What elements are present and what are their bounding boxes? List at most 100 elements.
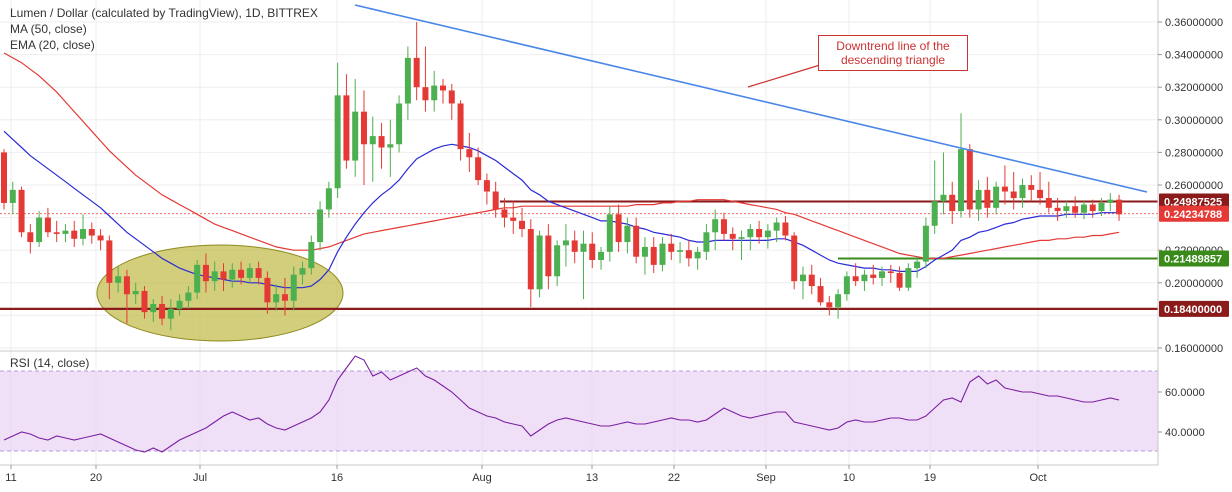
candle-body (475, 157, 482, 181)
candle-body (633, 225, 640, 257)
candle-body (659, 243, 666, 265)
time-axis-label: 19 (924, 472, 936, 484)
candle-body (545, 235, 552, 277)
ema-legend: EMA (20, close) (10, 38, 95, 52)
candle-body (466, 149, 473, 158)
annotation-box[interactable]: Downtrend line of the descending triangl… (818, 35, 968, 71)
time-axis-label: Jul (193, 472, 207, 484)
candle-body (290, 274, 297, 301)
rsi-line (3, 355, 1120, 453)
candle-body (966, 149, 973, 210)
candle-body (167, 308, 174, 319)
candle-body (202, 264, 209, 282)
candle-body (598, 251, 605, 260)
candle-body (387, 144, 394, 148)
rsi-axis[interactable]: 60.0000 40.0000 (1158, 387, 1205, 439)
candle-body (501, 209, 508, 218)
candle-body (861, 274, 868, 282)
price-axis-label: 0.20000000 (1165, 278, 1223, 290)
candle-body (1080, 204, 1087, 213)
candle-body (870, 274, 877, 278)
candle-body (229, 269, 236, 280)
downtrend-line[interactable] (354, 4, 1148, 193)
chart-title: Lumen / Dollar (calculated by TradingVie… (10, 6, 318, 20)
candle-body (299, 268, 306, 275)
candle-body (747, 229, 754, 238)
candle-body (940, 194, 947, 202)
candle-body (106, 240, 113, 283)
candle-body (413, 57, 420, 88)
time-axis-label: 22 (668, 472, 680, 484)
candle-body (448, 90, 455, 104)
candle-body (36, 217, 43, 243)
candle-body (1028, 185, 1035, 190)
candlesticks (1, 22, 1123, 331)
rsi-axis-label: 40.0000 (1165, 427, 1205, 439)
price-axis-label: 0.32000000 (1165, 82, 1223, 94)
candle-body (264, 277, 271, 303)
candle-body (554, 245, 561, 277)
rsi-axis-label: 60.0000 (1165, 387, 1205, 399)
candle-body (949, 194, 956, 212)
candle-body (97, 235, 104, 241)
candle-body (404, 57, 411, 104)
accumulation-ellipse (96, 244, 344, 342)
candle-body (1054, 207, 1061, 212)
candle-body (685, 250, 692, 259)
candle-body (334, 95, 341, 189)
moving-averages (3, 52, 1120, 289)
candle-body (650, 246, 657, 265)
candle-body (852, 276, 859, 282)
candle-body (176, 300, 183, 309)
annotation-line-2: descending triangle (840, 53, 946, 67)
time-axis-label: 11 (5, 472, 16, 484)
candle-body (975, 189, 982, 210)
price-axis-label: 0.28000000 (1165, 147, 1223, 159)
candle-body (896, 273, 903, 288)
candle-body (958, 149, 965, 212)
candle-body (510, 217, 517, 221)
candle-body (115, 276, 122, 283)
candle-body (1037, 189, 1044, 199)
price-tag (1159, 300, 1229, 317)
time-axis[interactable]: 11 20 Jul 16 Aug 13 22 Sep 10 19 Oct (5, 465, 1047, 484)
candle-body (799, 274, 806, 282)
candle-body (422, 87, 429, 101)
candle-body (185, 292, 192, 301)
candle-body (238, 269, 245, 278)
candle-body (694, 251, 701, 259)
candle-body (27, 232, 34, 243)
candle-body (492, 191, 499, 210)
price-axis[interactable]: 0.36000000 0.34000000 0.32000000 0.30000000… (1158, 17, 1223, 355)
price-axis-label: 0.34000000 (1165, 50, 1223, 62)
candle-body (993, 186, 1000, 208)
price-tag-label: 0.24234788 (1164, 209, 1222, 221)
candle-body (194, 264, 201, 293)
candle-body (808, 274, 815, 287)
candle-body (668, 243, 675, 252)
candle-body (150, 303, 157, 313)
candle-body (308, 242, 315, 269)
price-tag (1159, 250, 1229, 267)
candle-body (1107, 199, 1114, 203)
candle-body (88, 229, 95, 236)
candle-body (18, 189, 25, 233)
ma-legend: MA (50, close) (10, 22, 87, 36)
candle-body (9, 189, 16, 203)
candle-body (887, 271, 894, 274)
candle-body (369, 136, 376, 145)
candle-body (677, 250, 684, 252)
candle-body (62, 230, 69, 234)
candle-body (132, 290, 139, 295)
candle-body (738, 237, 745, 239)
candle-body (1010, 191, 1017, 199)
candle-body (536, 235, 543, 290)
candle-body (773, 222, 780, 231)
candle-body (360, 111, 367, 145)
candle-body (1019, 185, 1026, 199)
candle-body (281, 294, 288, 301)
candle-body (396, 103, 403, 145)
candle-body (220, 271, 227, 280)
